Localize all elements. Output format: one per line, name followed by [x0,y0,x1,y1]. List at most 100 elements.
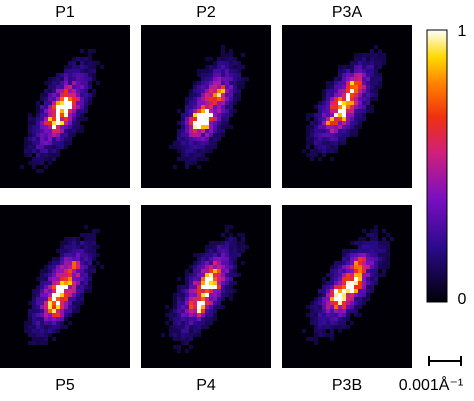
pixel [229,101,233,105]
pixel [68,77,72,81]
pixel [213,85,217,89]
pixel [221,281,225,285]
pixel [68,249,72,253]
pixel [205,97,209,101]
pixel [201,309,205,313]
pixel [52,325,56,329]
pixel [350,265,354,269]
pixel [205,317,209,321]
pixel [378,57,382,61]
pixel [48,81,52,85]
pixel [197,105,201,109]
pixel [48,261,52,265]
pixel [318,325,322,329]
pixel [354,65,358,69]
pixel [358,253,362,257]
pixel [60,321,64,325]
pixel [52,93,56,97]
pixel [80,281,84,285]
pixel [233,273,237,277]
pixel [338,81,342,85]
pixel [88,253,92,257]
pixel [56,85,60,89]
pixel [229,277,233,281]
pixel [346,97,350,101]
pixel [370,233,374,237]
pixel [346,93,350,97]
pixel [370,277,374,281]
pixel [205,281,209,285]
pixel [36,121,40,125]
pixel [330,317,334,321]
pixel [350,89,354,93]
pixel [330,329,334,333]
pixel [193,297,197,301]
pixel [217,81,221,85]
pixel [342,85,346,89]
pixel [370,109,374,113]
pixel [48,281,52,285]
pixel [209,85,213,89]
pixel [36,101,40,105]
pixel [374,45,378,49]
pixel [28,113,32,117]
pixel [221,117,225,121]
pixel [197,313,201,317]
pixel [378,65,382,69]
pixel [342,69,346,73]
pixel [181,301,185,305]
pixel [338,269,342,273]
pixel [334,133,338,137]
pixel [314,105,318,109]
pixel [173,141,177,145]
pixel [221,109,225,113]
pixel [32,297,36,301]
pixel [334,269,338,273]
pixel [189,129,193,133]
pixel [318,125,322,129]
pixel [80,93,84,97]
pixel [330,137,334,141]
pixel [92,233,96,237]
pixel [36,113,40,117]
pixel [205,301,209,305]
pixel [24,321,28,325]
pixel [221,245,225,249]
pixel [370,289,374,293]
pixel [322,277,326,281]
pixel [306,117,310,121]
pixel [330,109,334,113]
pixel [40,113,44,117]
panel-label: P3B [332,377,362,394]
pixel [346,317,350,321]
pixel [181,153,185,157]
pixel [193,281,197,285]
pixel [366,261,370,265]
pixel [169,309,173,313]
pixel [205,313,209,317]
pixel [68,277,72,281]
pixel [185,105,189,109]
pixel [56,97,60,101]
pixel [221,81,225,85]
pixel [197,273,201,277]
pixel [346,309,350,313]
pixel [76,81,80,85]
pixel [64,77,68,81]
pixel [60,77,64,81]
pixel [165,321,169,325]
pixel [205,93,209,97]
pixel [229,105,233,109]
pixel [100,65,104,69]
pixel [205,245,209,249]
pixel [346,281,350,285]
pixel [338,97,342,101]
pixel [88,85,92,89]
pixel [92,237,96,241]
pixel [225,73,229,77]
pixel [193,149,197,153]
pixel [346,121,350,125]
pixel [76,285,80,289]
pixel [378,49,382,53]
pixel [354,285,358,289]
